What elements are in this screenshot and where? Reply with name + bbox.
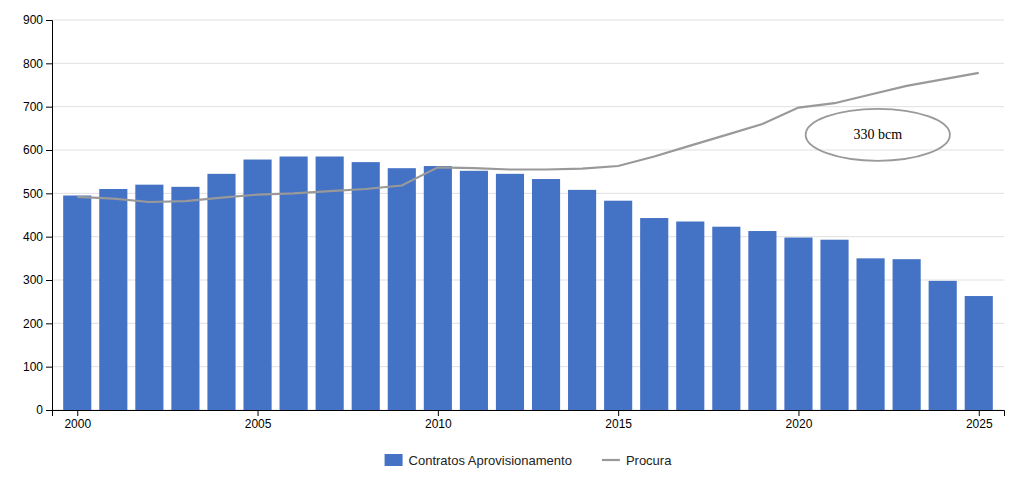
bar [784, 238, 812, 410]
bar [965, 296, 993, 410]
grid-line [52, 63, 1004, 64]
bar [99, 189, 127, 410]
bar [460, 171, 488, 410]
x-tick-mark [438, 410, 439, 416]
bar [893, 259, 921, 410]
y-tick-label: 100 [23, 360, 43, 374]
x-tick-label: 2025 [966, 417, 993, 431]
bar [63, 196, 91, 411]
grid-line [52, 20, 1004, 21]
legend-swatch [385, 454, 403, 466]
grid-line [52, 150, 1004, 151]
legend-label: Procura [626, 453, 672, 468]
bar [352, 162, 380, 410]
bar [424, 166, 452, 410]
grid-line [52, 106, 1004, 107]
bar [496, 174, 524, 410]
y-tick: 800 [23, 57, 52, 71]
x-tick-label: 2000 [64, 417, 91, 431]
y-tick-mark [46, 63, 52, 64]
chart-svg: 2000 2005 2010 2015 2020 2025 0 100 200 300 400 500… [0, 0, 1028, 482]
y-tick-label: 200 [23, 317, 43, 331]
plot: 2000 2005 2010 2015 2020 2025 0 100 200 300 400 500… [23, 13, 1005, 430]
x-tick-mark [77, 410, 78, 416]
y-tick: 300 [23, 273, 52, 287]
y-tick-mark [46, 323, 52, 324]
legend-swatch [602, 459, 620, 461]
x-tick: 2020 [786, 410, 813, 431]
y-tick: 700 [23, 100, 52, 114]
bar [388, 168, 416, 410]
bar [712, 227, 740, 410]
bar [857, 258, 885, 410]
x-axis-line [53, 411, 1005, 417]
bar [640, 218, 668, 410]
x-tick-mark [258, 410, 259, 416]
y-tick-label: 600 [23, 143, 43, 157]
x-tick: 2005 [245, 410, 272, 431]
x-tick-label: 2020 [786, 417, 813, 431]
y-tick: 100 [23, 360, 52, 374]
annotation-text: 330 bcm [853, 127, 902, 142]
y-tick-mark [46, 280, 52, 281]
legend-item: Procura [602, 453, 672, 468]
bar [207, 174, 235, 410]
y-tick: 600 [23, 143, 52, 157]
bar-series [63, 157, 993, 411]
bar [929, 281, 957, 410]
bar [243, 160, 271, 410]
bar [532, 179, 560, 410]
x-tick-label: 2010 [425, 417, 452, 431]
y-tick-label: 300 [23, 273, 43, 287]
y-axis-line [46, 21, 53, 411]
x-tick-mark [798, 410, 799, 416]
y-tick-label: 400 [23, 230, 43, 244]
bar [568, 190, 596, 410]
bar [820, 240, 848, 410]
y-tick-label: 500 [23, 187, 43, 201]
marks [63, 73, 993, 410]
y-tick: 500 [23, 187, 52, 201]
y-tick-mark [46, 193, 52, 194]
legend-label: Contratos Aprovisionamento [409, 453, 572, 468]
x-tick: 2015 [605, 410, 632, 431]
y-tick: 200 [23, 317, 52, 331]
annotation-ellipse [806, 109, 950, 161]
legend: Contratos Aprovisionamento Procura [385, 453, 673, 468]
y-tick-mark [46, 150, 52, 151]
bar [748, 231, 776, 410]
x-tick-mark [618, 410, 619, 416]
y-tick-mark [46, 237, 52, 238]
x-tick-label: 2015 [605, 417, 632, 431]
x-tick: 2000 [64, 410, 91, 431]
y-axis: 0 100 200 300 400 500 600 700 800 900 [23, 13, 53, 417]
y-tick-mark [46, 20, 52, 21]
y-tick-mark [46, 367, 52, 368]
bar [604, 201, 632, 410]
y-tick-label: 0 [36, 403, 43, 417]
x-tick: 2010 [425, 410, 452, 431]
x-axis: 2000 2005 2010 2015 2020 2025 [53, 410, 1005, 431]
chart-container: 2000 2005 2010 2015 2020 2025 0 100 200 300 400 500… [0, 0, 1028, 482]
legend-item: Contratos Aprovisionamento [385, 453, 572, 468]
y-tick-label: 800 [23, 57, 43, 71]
grid [52, 20, 1004, 410]
y-tick: 0 [36, 403, 52, 417]
y-tick-mark [46, 107, 52, 108]
bar [135, 185, 163, 410]
y-tick-mark [46, 410, 52, 411]
bar [171, 187, 199, 410]
y-tick-label: 900 [23, 13, 43, 27]
y-tick: 400 [23, 230, 52, 244]
x-tick-label: 2005 [245, 417, 272, 431]
y-tick-label: 700 [23, 100, 43, 114]
line [77, 73, 979, 202]
x-tick: 2025 [966, 410, 993, 431]
bar [316, 157, 344, 411]
x-tick-mark [979, 410, 980, 416]
bar [676, 222, 704, 411]
y-tick: 900 [23, 13, 52, 27]
